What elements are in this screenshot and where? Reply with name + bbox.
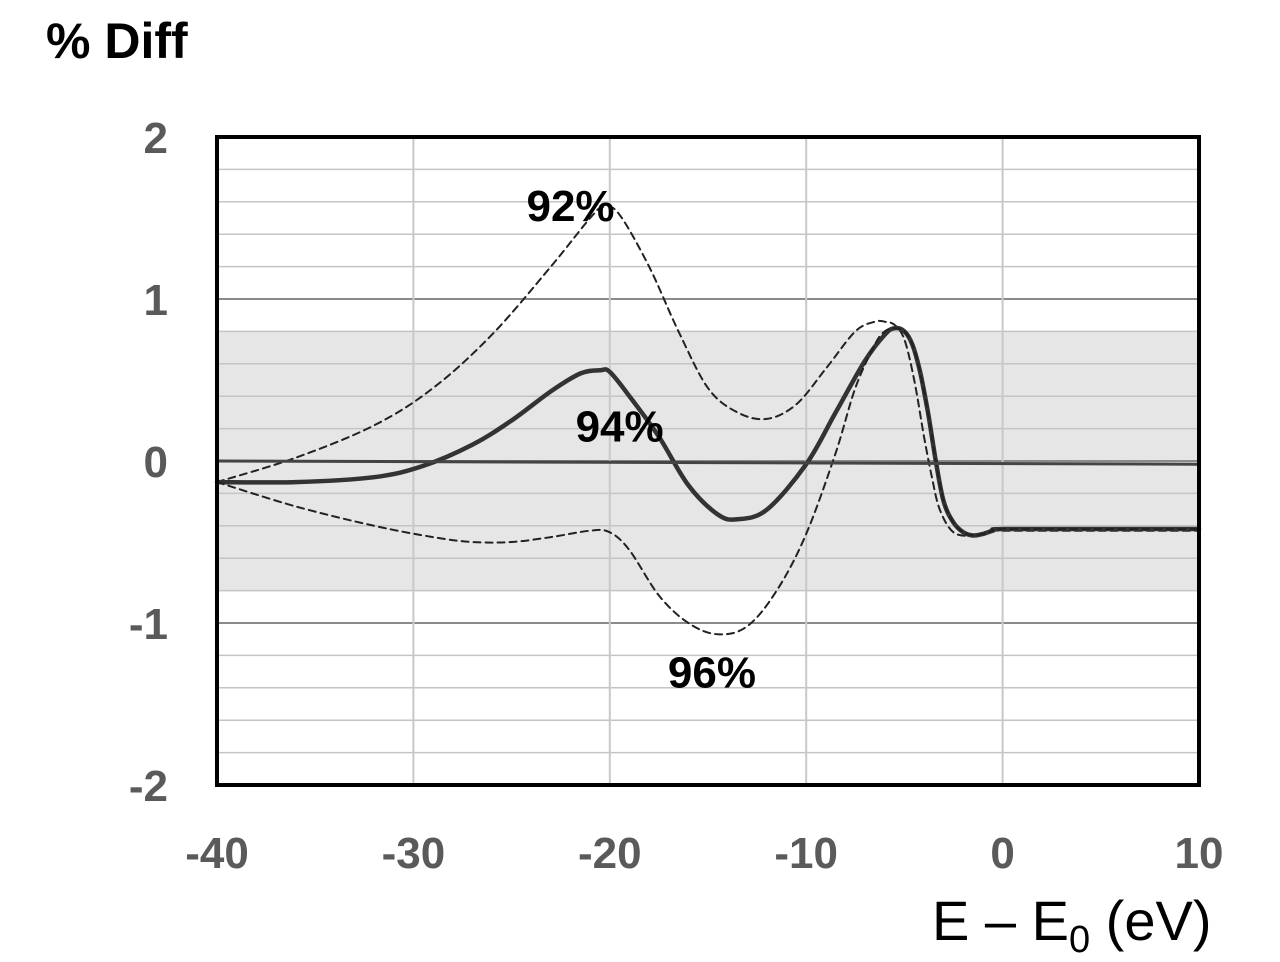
series-annotation-label: 92%: [526, 182, 614, 231]
annotations-layer: 92% 94% 96%: [526, 182, 755, 698]
y-tick-label: 2: [144, 114, 168, 163]
series-annotation-label: 96%: [668, 649, 756, 698]
plot-frame-layer: [215, 135, 1201, 787]
series-layer: [214, 205, 1202, 636]
x-tick-label: -20: [578, 829, 642, 878]
plot-frame: [215, 135, 1201, 787]
x-tick-label: -30: [382, 829, 446, 878]
x-tick-label: 0: [990, 829, 1014, 878]
x-axis-title-subscript: 0: [1068, 919, 1091, 961]
y-axis-title: % Diff: [46, 13, 188, 69]
x-axis-title-main: E – E: [932, 889, 1069, 952]
x-tick-label: 10: [1175, 829, 1224, 878]
series-line-96pct: [216, 327, 1200, 636]
zero-baseline-line: [215, 459, 1201, 466]
y-tick-label: -2: [129, 762, 168, 811]
x-tick-label: -40: [185, 829, 249, 878]
series-annotation-label: 94%: [576, 402, 664, 451]
y-tick-label: 1: [144, 276, 168, 325]
y-tick-label: -1: [129, 600, 168, 649]
series-line-92pct: [216, 205, 1200, 537]
y-tick-label: 0: [144, 438, 168, 487]
grid-layer: [216, 136, 1200, 786]
x-tick-label: -10: [774, 829, 838, 878]
tick-labels-layer: 210-1-2-40 -30 -20 -10 0 10: [129, 114, 1224, 878]
x-axis-title-unit: (eV): [1090, 889, 1212, 952]
x-axis-title: E – E0 (eV): [932, 888, 1211, 962]
